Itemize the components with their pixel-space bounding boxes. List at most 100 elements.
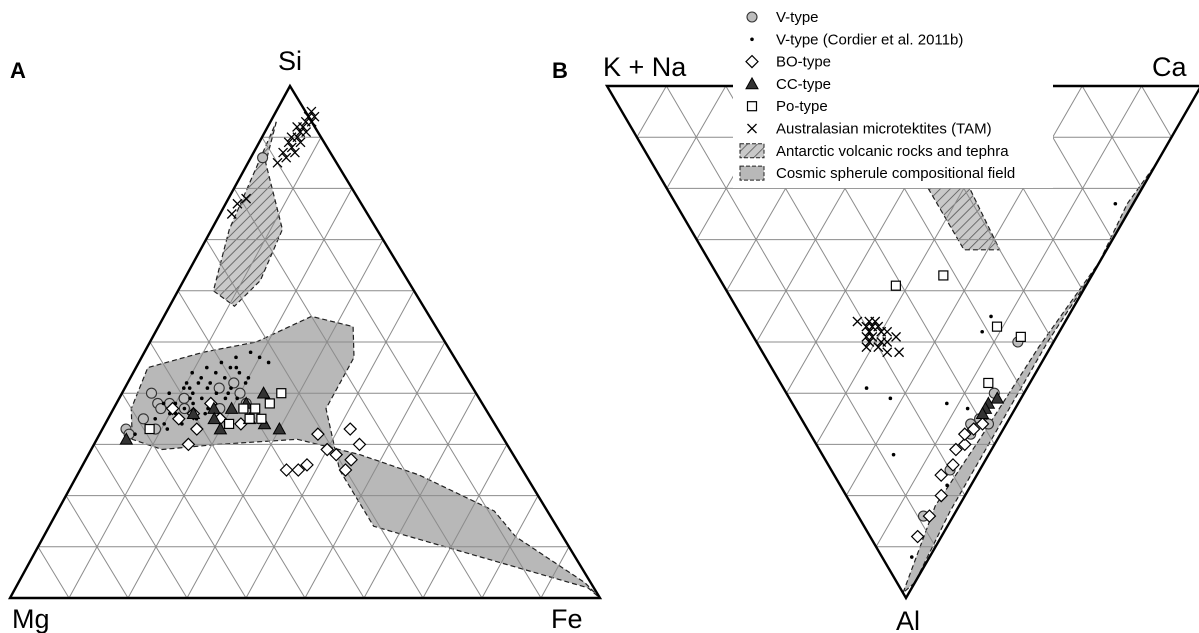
panel-a-v-type-cordier-et-al-2011b-point	[214, 370, 218, 375]
panel-b-australasian-microtektites-tam-point	[861, 342, 872, 353]
panel-b-australasian-microtektites-tam-point	[882, 337, 893, 347]
panel-a-v-type-cordier-et-al-2011b-point	[246, 376, 251, 380]
panel-a-gridline	[233, 188, 483, 599]
panel-b-letter: B	[552, 58, 568, 83]
panel-a-gridline	[68, 136, 322, 599]
legend-marker	[745, 54, 759, 69]
panel-a-cc-type-point	[207, 411, 222, 425]
panel-b-bo-type-point	[957, 437, 972, 452]
panel-b-po-type-point	[991, 321, 1003, 332]
panel-a-gridline	[149, 341, 306, 599]
panel-a-v-type-point	[137, 413, 149, 425]
panel-a-bo-type-point	[311, 427, 325, 442]
panel-b-bo-type-point	[934, 488, 949, 503]
panel-a-po-type-point	[256, 413, 267, 424]
panel-a-po-type-point	[238, 403, 249, 414]
panel-a-v-type-cordier-et-al-2011b-point	[165, 427, 170, 431]
legend-marker	[739, 143, 765, 159]
legend-label: Po-type	[776, 98, 828, 115]
panel-a-po-type-point	[250, 403, 261, 414]
panel-a-cc-type-point	[224, 401, 239, 414]
panel-b-bo-type-point	[934, 468, 949, 482]
panel-a-bo-type-point	[344, 452, 358, 467]
panel-a-v-type-cordier-et-al-2011b-point	[184, 381, 189, 385]
panel-b-bo-type-point	[946, 458, 960, 472]
panel-b-v-type-cordier-et-al-2011b-point	[864, 386, 869, 390]
panel-a-v-type-cordier-et-al-2011b-point	[205, 365, 209, 370]
panel-a-australasian-microtektites-tam-point	[292, 122, 303, 132]
panel-a-australasian-microtektites-tam-point	[241, 193, 252, 204]
legend-label: V-type (Cordier et al. 2011b)	[776, 31, 963, 48]
panel-a-v-type-cordier-et-al-2011b-point	[182, 406, 187, 411]
panel-b-bo-type-point	[922, 509, 937, 523]
panel-b-australasian-microtektites-tam-point	[864, 337, 875, 347]
legend: V-type V-type (Cordier et al. 2011b) BO-ty…	[733, 6, 1053, 188]
vertex-al-label: Al	[896, 606, 920, 633]
panel-b-gridline	[875, 85, 1143, 548]
panel-a-gridline	[540, 546, 570, 599]
panel-a-v-type-cordier-et-al-2011b-point	[237, 370, 242, 375]
panel-b-v-type-cordier-et-al-2011b-point	[888, 396, 893, 401]
panel-a-bo-type-point	[181, 437, 196, 452]
panel-a-v-type-point	[213, 382, 225, 394]
panel-a-points	[119, 106, 367, 477]
panel-a-bo-type-point	[320, 442, 335, 457]
legend-marker	[750, 37, 754, 42]
panel-a-v-type-point	[234, 387, 246, 399]
panel-a-v-type-cordier-et-al-2011b-point	[214, 391, 219, 396]
panel-a-v-type-cordier-et-al-2011b-point	[133, 432, 137, 436]
legend-label: Australasian microtektites (TAM)	[776, 121, 992, 138]
panel-a-v-type-cordier-et-al-2011b-point	[243, 381, 248, 385]
panel-a-cc-type-point	[213, 422, 228, 435]
panel-b-gridline	[1141, 85, 1172, 138]
legend-marker	[739, 165, 765, 181]
panel-a-po-type-point	[244, 413, 255, 424]
panel-a-v-type-cordier-et-al-2011b-point	[199, 376, 203, 380]
panel-a-bo-type-point	[343, 422, 358, 436]
panel-a: A Si Mg Fe	[7, 46, 603, 633]
panel-b-australasian-microtektites-tam-point	[870, 316, 881, 327]
panel-a-gridline	[93, 444, 188, 599]
panel-b-australasian-microtektites-tam-point	[882, 326, 893, 337]
panel-b-australasian-microtektites-tam-point	[873, 342, 884, 353]
panel-b-points	[852, 201, 1118, 559]
panel-a-v-type-cordier-et-al-2011b-point	[235, 396, 239, 401]
panel-a-v-type-cordier-et-al-2011b-point	[205, 386, 210, 390]
legend-marker	[745, 76, 759, 90]
panel-a-australasian-microtektites-tam-point	[226, 209, 237, 219]
panel-a-australasian-microtektites-tam-point	[295, 137, 306, 148]
panel-b-bo-type-point	[966, 422, 981, 436]
panel-a-v-type-cordier-et-al-2011b-point	[219, 360, 224, 365]
panel-a-australasian-microtektites-tam-point	[289, 147, 300, 158]
panel-b-gridline	[665, 85, 936, 548]
panel-a-po-type-point	[264, 398, 275, 409]
panel-a-fields	[130, 121, 601, 599]
panel-b-v-type-cordier-et-al-2011b-point	[1113, 201, 1118, 206]
panel-a-cosmic-spherule-field	[130, 315, 601, 599]
panel-a-v-type-cordier-et-al-2011b-point	[191, 401, 195, 406]
panel-a-frame	[7, 83, 603, 600]
panel-a-v-type-cordier-et-al-2011b-point	[167, 391, 171, 396]
panel-a-bo-type-point	[171, 411, 186, 426]
panel-a-v-type-cordier-et-al-2011b-point	[229, 386, 233, 390]
panel-b-australasian-microtektites-tam-point	[852, 316, 863, 327]
legend-label: BO-type	[776, 54, 831, 71]
panel-b-australasian-microtektites-tam-point	[864, 326, 875, 337]
panel-a-bo-type-point	[291, 463, 306, 477]
vertex-fe-label: Fe	[551, 604, 583, 633]
vertex-ca-label: Ca	[1152, 52, 1187, 82]
panel-a-cc-type-point	[272, 422, 287, 435]
panel-a-po-type-point	[276, 388, 287, 399]
panel-a-gridline	[37, 546, 70, 599]
panel-a-gridline	[186, 239, 384, 599]
panel-a-v-type-cordier-et-al-2011b-point	[188, 396, 192, 401]
panel-a-gridline	[261, 136, 542, 599]
panel-a-v-type-point	[145, 387, 158, 399]
panel-a-bo-type-point	[329, 447, 344, 462]
panel-b-v-type-cordier-et-al-2011b-point	[945, 483, 949, 488]
panel-a-bo-type-point	[300, 458, 314, 472]
panel-b-v-type-cordier-et-al-2011b-point	[909, 555, 914, 559]
panel-b-po-type-point	[890, 280, 901, 291]
legend-background	[733, 6, 1053, 188]
